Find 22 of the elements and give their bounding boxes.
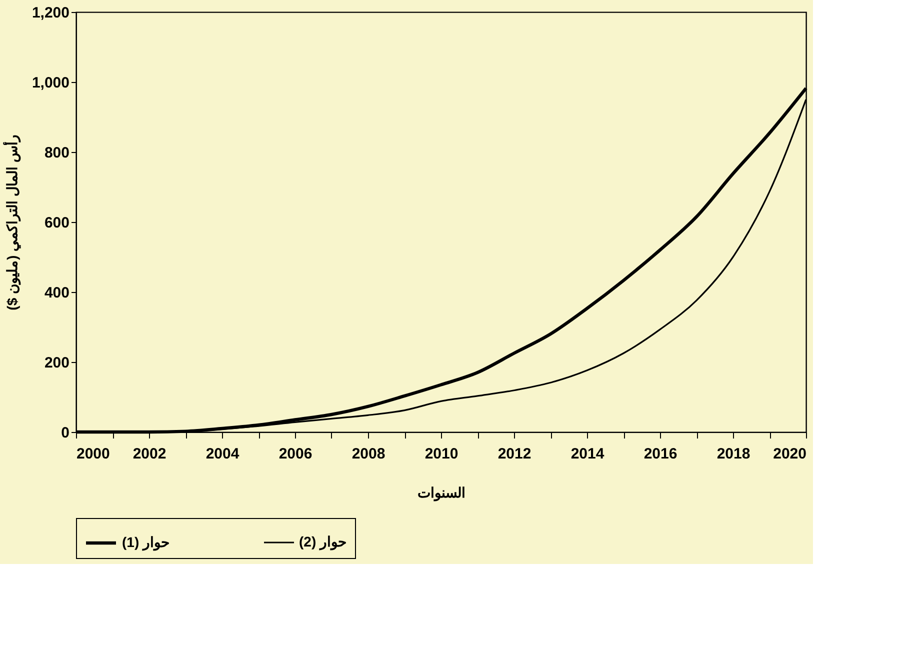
x-tick-label: 2016 [644, 446, 678, 462]
x-tick-label: 2012 [498, 446, 532, 462]
x-tick-label: 2000 [76, 446, 110, 462]
y-tick-label: 1,200 [32, 4, 70, 22]
x-tick-label: 2020 [773, 446, 806, 462]
x-tick-label: 2006 [278, 446, 312, 462]
y-tick-label: 1,000 [32, 74, 70, 92]
x-tick-label: 2018 [716, 446, 750, 462]
y-tick-label: 400 [44, 284, 70, 302]
x-tick-label: 2010 [424, 446, 458, 462]
y-tick-label: 600 [44, 214, 70, 232]
x-tick-label: 2004 [206, 446, 240, 462]
y-tick-label: 200 [44, 354, 70, 372]
x-tick-label: 2008 [352, 446, 386, 462]
legend-label: حوار (1) [122, 534, 170, 551]
x-tick-label: 2002 [132, 446, 166, 462]
y-tick-label: 800 [44, 144, 70, 162]
legend-label: حوار (2) [299, 534, 348, 550]
y-tick-label: 0 [61, 424, 70, 442]
x-axis-title: السنوات [418, 484, 466, 502]
y-axis-title: رأس المال التراكمي (مليون $) [2, 134, 21, 310]
x-tick-label: 2014 [570, 446, 605, 462]
